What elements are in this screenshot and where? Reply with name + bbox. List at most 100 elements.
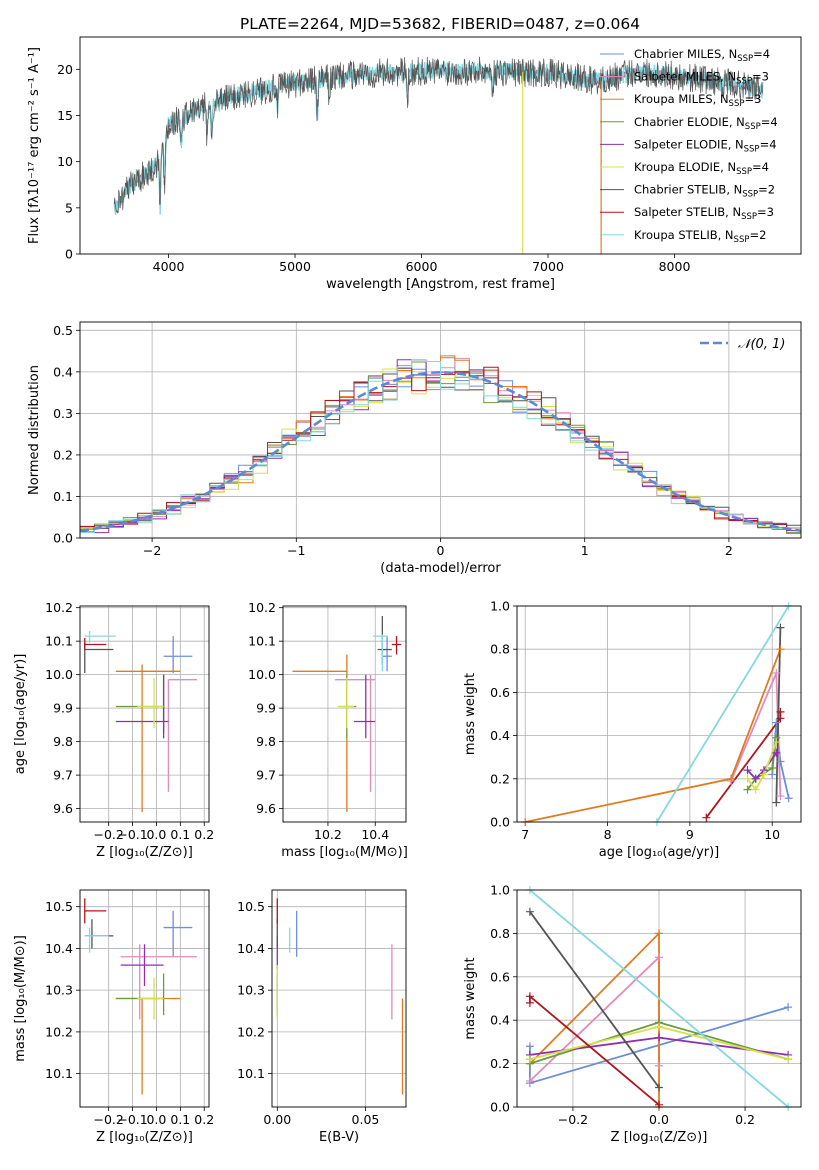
legend-label: Kroupa ELODIE, N [634, 160, 736, 174]
x-tick-label: 4000 [153, 259, 185, 274]
legend-label: Chabrier ELODIE, N [634, 115, 745, 129]
spectrum-line-chabrier_stelib [113, 56, 764, 215]
legend-subscript: SSP [742, 190, 758, 200]
y-tick-label: 15 [57, 108, 73, 123]
y-axis-label: mass [log₁₀(M/M⊙)] [13, 935, 28, 1062]
y-tick-label: 10.2 [45, 1024, 73, 1039]
weight-marker-salpeter_miles [655, 1061, 663, 1070]
y-tick-label: 5 [65, 200, 73, 215]
x-tick-label: 2 [725, 543, 733, 558]
x-tick-label: 7000 [532, 259, 564, 274]
residuals-legend: 𝒩(0, 1) [700, 337, 785, 352]
weight-marker-kroupa_elodie [772, 738, 781, 747]
y-tick-label: 1.0 [490, 599, 510, 614]
y-tick-label: 0.6 [490, 685, 510, 700]
x-tick-label: 0.0 [649, 1112, 669, 1127]
x-axis-label: Z [log₁₀(Z/Z⊙)] [96, 1130, 193, 1145]
legend-label: Kroupa STELIB, N [634, 228, 734, 242]
x-tick-label: 8 [604, 827, 612, 842]
y-tick-label: 0.0 [53, 531, 73, 546]
weight-marker-salpeter_elodie [655, 1033, 663, 1042]
y-axis-label: mass weight [463, 957, 478, 1039]
y-tick-label: 0 [65, 247, 73, 262]
y-tick-label: 0.0 [490, 1100, 510, 1115]
y-tick-label: 9.9 [256, 701, 276, 716]
x-axis-label: (data-model)/error [380, 561, 501, 576]
weight-line-kroupa_elodie [746, 741, 778, 792]
axes-frame [79, 889, 210, 1108]
legend-suffix: =4 [761, 115, 778, 129]
x-tick-label: 0.0 [146, 827, 166, 842]
y-tick-label: 10.3 [237, 983, 265, 998]
legend-suffix: =3 [752, 70, 769, 84]
y-tick-label: 10.4 [45, 941, 73, 956]
y-tick-label: 0.0 [490, 815, 510, 830]
axes-frame [79, 321, 802, 539]
weight-marker-salpeter_elodie [751, 774, 760, 783]
weight-marker-salpeter_elodie [772, 748, 781, 757]
x-axis-label: Z [log₁₀(Z/Z⊙)] [611, 1130, 708, 1145]
x-tick-label: −0.2 [93, 827, 123, 842]
normal-curve [80, 370, 801, 532]
weight-marker-kroupa_elodie [759, 770, 768, 779]
legend-entry-kroupa_miles: Kroupa MILES, NSSP=3 [634, 92, 761, 109]
axes-frame [282, 605, 407, 823]
legend-subscript: SSP [744, 144, 760, 154]
x-tick-label: 0.1 [170, 827, 190, 842]
legend-subscript: SSP [734, 235, 750, 245]
y-tick-label: 10.3 [45, 983, 73, 998]
y-tick-label: 0.2 [490, 1056, 510, 1071]
x-tick-label: 0.2 [194, 827, 214, 842]
y-tick-label: 0.6 [490, 969, 510, 984]
legend-entry-chabrier_miles: Chabrier MILES, NSSP=4 [634, 47, 770, 64]
y-tick-label: 10.5 [237, 899, 265, 914]
y-axis-label: Flux [fλ10⁻¹⁷ erg cm⁻² s⁻¹ A⁻¹] [27, 47, 42, 244]
weight-marker-salpeter_stelib [525, 992, 534, 1001]
weight-marker-kroupa_miles [727, 774, 736, 783]
y-tick-label: 10.1 [45, 1066, 73, 1081]
weight-marker-kroupa_elodie [784, 1055, 793, 1064]
weight-marker-salpeter_stelib [655, 1100, 663, 1109]
axes-frame [516, 889, 802, 1108]
legend-entry-chabrier_elodie: Chabrier ELODIE, NSSP=4 [634, 115, 778, 132]
y-tick-label: 0.4 [490, 728, 510, 743]
legend-subscript: SSP [729, 99, 745, 109]
legend-subscript: SSP [745, 122, 761, 132]
y-tick-label: 9.8 [53, 734, 73, 749]
weight-marker-chabrier_stelib [525, 907, 534, 916]
axes-frame [79, 605, 210, 823]
legend-suffix: =4 [760, 137, 777, 151]
weight-marker-kroupa_miles [776, 645, 785, 654]
weight-marker-salpeter_elodie [743, 766, 752, 775]
legend-subscript: SSP [736, 77, 752, 87]
weight-marker-salpeter_miles [776, 792, 785, 801]
legend-entry-salpeter_miles: Salpeter MILES, NSSP=3 [634, 70, 769, 87]
y-tick-label: 1.0 [490, 883, 510, 898]
axes-frame [79, 36, 802, 255]
spectrum-line-kroupa_stelib [113, 60, 764, 215]
x-tick-label: 0.00 [263, 1112, 291, 1127]
plot-area-residuals [80, 355, 801, 537]
x-tick-label: 9 [686, 827, 694, 842]
x-tick-label: −0.1 [117, 827, 147, 842]
plot-area-spectrum [113, 56, 764, 254]
y-tick-label: 10 [57, 154, 73, 169]
legend-subscript: SSP [737, 54, 753, 64]
y-axis-label: Normed distribution [27, 365, 42, 495]
x-tick-label: 5000 [279, 259, 311, 274]
weight-line-chabrier_stelib [529, 911, 660, 1089]
x-tick-label: 10.2 [314, 827, 342, 842]
y-tick-label: 0.3 [53, 406, 73, 421]
y-tick-label: 9.7 [53, 768, 73, 783]
legend-subscript: SSP [736, 167, 752, 177]
weight-line-salpeter_elodie [746, 752, 778, 781]
y-tick-label: 10.4 [237, 941, 265, 956]
legend-suffix: =3 [744, 92, 761, 106]
y-tick-label: 0.8 [490, 926, 510, 941]
weight-marker-chabrier_miles [776, 757, 785, 766]
y-tick-label: 20 [57, 62, 73, 77]
x-tick-label: −1 [287, 543, 305, 558]
weight-marker-kroupa_elodie [655, 1022, 663, 1031]
y-tick-label: 10.1 [45, 634, 73, 649]
